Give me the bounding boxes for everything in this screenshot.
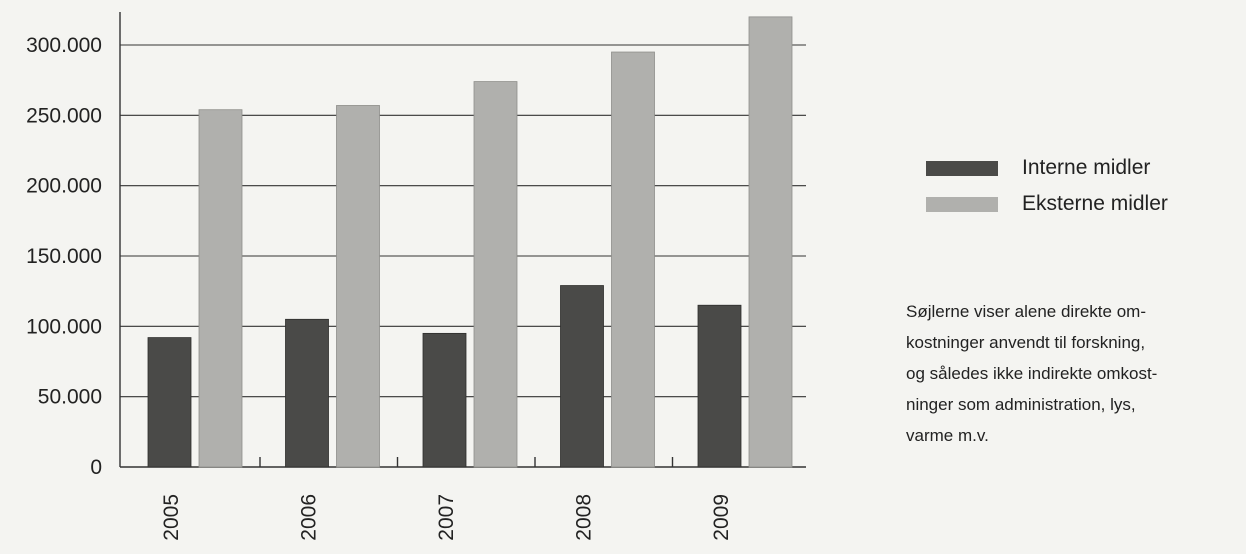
y-tick-label-3: 150.000: [26, 245, 102, 268]
legend-label-internal: Interne midler: [1022, 156, 1151, 179]
x-tick-label-2008: 2008: [573, 494, 596, 541]
bar-internal-2006: [285, 318, 329, 468]
x-tick-label-2006: 2006: [298, 494, 321, 541]
y-tick-label-6: 300.000: [26, 34, 102, 57]
bar-internal-2007: [422, 332, 467, 468]
x-tick-label-2007: 2007: [435, 494, 458, 541]
y-tick-label-4: 200.000: [26, 175, 102, 198]
x-tick-label-2009: 2009: [710, 494, 733, 541]
y-tick-label-1: 50.000: [38, 386, 102, 409]
y-axis-tick-labels: 0 50.000 100.000 150.000 200.000 250.000 300.0…: [26, 34, 102, 479]
bars: [147, 16, 793, 468]
y-tick-label-5: 250.000: [26, 104, 102, 127]
bar-external-2006: [336, 105, 380, 468]
legend-swatch-internal: [926, 160, 998, 176]
legend-item-external: Eksterne midler: [926, 186, 1168, 222]
legend-swatch-external: [926, 196, 998, 212]
bar-external-2009: [748, 16, 793, 468]
legend: Interne midler Eksterne midler: [926, 150, 1168, 222]
y-tick-label-0: 0: [90, 456, 102, 479]
bar-external-2008: [611, 51, 655, 468]
bar-internal-2009: [697, 304, 742, 468]
legend-item-internal: Interne midler: [926, 150, 1168, 186]
x-axis-ticks: [259, 457, 674, 467]
legend-label-external: Eksterne midler: [1022, 192, 1168, 215]
bar-internal-2008: [560, 285, 604, 468]
x-tick-label-2005: 2005: [160, 494, 183, 541]
y-tick-label-2: 100.000: [26, 315, 102, 338]
bar-external-2007: [473, 81, 518, 468]
bar-internal-2005: [147, 337, 192, 468]
bar-chart: 0 50.000 100.000 150.000 200.000 250.000 300.0…: [26, 12, 806, 541]
bar-external-2005: [198, 109, 243, 468]
x-axis-category-labels: 2005 2006 2007 2008 2009: [160, 494, 733, 541]
chart-note: Søjlerne viser alene direkte om- kostnin…: [906, 302, 1158, 445]
